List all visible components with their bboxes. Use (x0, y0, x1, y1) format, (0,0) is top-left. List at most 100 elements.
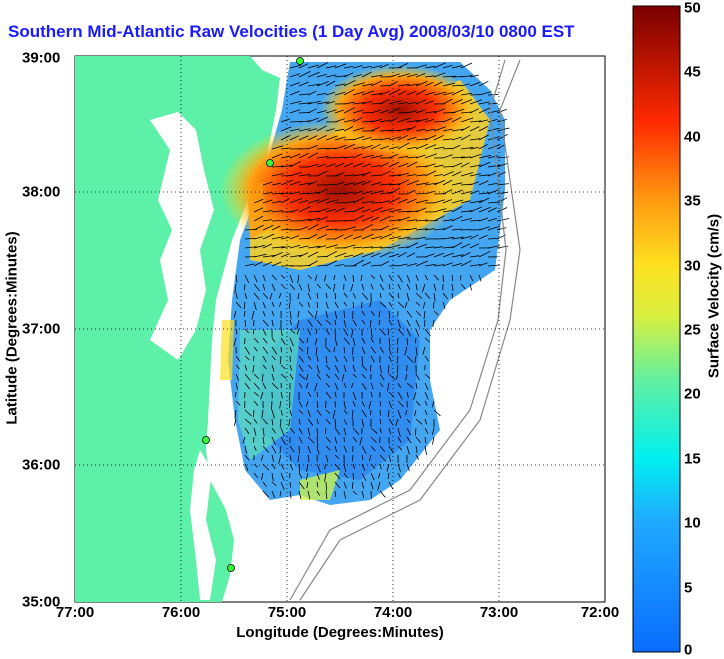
velocity-arrow (316, 188, 329, 195)
velocity-arrow (343, 234, 353, 240)
velocity-arrow (361, 246, 373, 249)
velocity-arrow (307, 391, 312, 398)
velocity-arrow (280, 126, 292, 132)
velocity-arrow (307, 251, 319, 258)
velocity-arrow (442, 274, 444, 283)
velocity-arrow (271, 427, 277, 434)
velocity-arrow (370, 127, 380, 132)
velocity-arrow (424, 391, 429, 400)
velocity-arrow (244, 373, 251, 381)
velocity-arrow (396, 355, 399, 364)
velocity-arrow (305, 373, 309, 381)
velocity-arrow (370, 436, 377, 443)
velocity-arrow (487, 245, 500, 249)
velocity-arrow (361, 283, 365, 291)
velocity-arrow (406, 146, 417, 150)
velocity-arrow (451, 108, 465, 114)
velocity-arrow (316, 481, 319, 488)
velocity-arrow (325, 490, 328, 500)
velocity-arrow (289, 198, 303, 204)
velocity-arrow (307, 163, 319, 168)
velocity-arrow (352, 153, 363, 159)
velocity-arrow (379, 215, 392, 222)
velocity-arrow (307, 71, 320, 78)
velocity-arrow (325, 147, 337, 150)
colorbar-tick: 45 (684, 63, 701, 81)
velocity-arrow (388, 227, 399, 231)
velocity-arrow (361, 66, 372, 69)
velocity-arrow (379, 162, 389, 168)
velocity-arrow (234, 391, 237, 398)
velocity-arrow (298, 128, 311, 132)
velocity-arrow (379, 292, 382, 299)
velocity-arrow (234, 409, 237, 419)
velocity-arrow (424, 91, 436, 96)
velocity-arrow (262, 328, 267, 336)
velocity-arrow (352, 391, 357, 400)
velocity-arrow (424, 119, 435, 123)
velocity-arrow (269, 292, 273, 300)
velocity-arrow (296, 319, 300, 329)
velocity-arrow (352, 259, 364, 267)
velocity-arrow (316, 62, 329, 69)
velocity-arrow (487, 225, 500, 231)
velocity-arrow (406, 136, 417, 141)
velocity-arrow (361, 137, 372, 141)
velocity-arrow (325, 364, 331, 371)
velocity-arrow (332, 409, 336, 419)
velocity-arrow (343, 427, 347, 436)
velocity-arrow (415, 64, 427, 69)
velocity-arrow (244, 364, 248, 371)
velocity-arrow (289, 181, 301, 186)
velocity-arrow (271, 481, 277, 487)
velocity-arrow (298, 409, 304, 415)
velocity-arrow (316, 355, 319, 362)
velocity-arrow (469, 147, 479, 150)
velocity-arrow (361, 310, 365, 316)
velocity-arrow (280, 253, 290, 258)
velocity-arrow (325, 373, 331, 379)
velocity-arrow (316, 490, 320, 496)
velocity-arrow (352, 427, 360, 435)
velocity-arrow (406, 310, 413, 318)
velocity-arrow (379, 400, 382, 407)
velocity-arrow (334, 382, 339, 391)
velocity-arrow (388, 81, 398, 87)
velocity-arrow (343, 219, 354, 222)
velocity-arrow (370, 328, 373, 338)
velocity-arrow (469, 108, 479, 114)
velocity-arrow (343, 445, 348, 453)
velocity-arrow (271, 490, 276, 498)
velocity-arrow (361, 112, 372, 114)
velocity-arrow (253, 382, 260, 390)
velocity-arrow (352, 274, 354, 283)
velocity-arrow (334, 472, 341, 480)
velocity-arrow (433, 108, 445, 114)
velocity-arrow (433, 208, 447, 213)
velocity-arrow (442, 82, 456, 87)
velocity-arrow (388, 319, 392, 326)
velocity-arrow (325, 382, 331, 388)
velocity-arrow (325, 91, 336, 96)
velocity-arrow (406, 198, 417, 204)
velocity-arrow (351, 328, 354, 338)
velocity-arrow (415, 292, 422, 299)
velocity-arrow (289, 373, 294, 380)
velocity-arrow (415, 154, 426, 159)
velocity-arrow (316, 170, 328, 177)
velocity-arrow (307, 180, 318, 186)
velocity-arrow (397, 251, 407, 258)
velocity-arrow (370, 246, 383, 249)
velocity-arrow (307, 445, 311, 454)
velocity-arrow (487, 207, 497, 213)
velocity-arrow (487, 94, 499, 96)
velocity-arrow (253, 283, 260, 292)
colorbar-tick: 15 (684, 450, 701, 468)
velocity-arrow (289, 244, 301, 249)
velocity-arrow (442, 171, 454, 177)
velocity-arrow (271, 145, 284, 150)
velocity-arrow (316, 418, 319, 425)
velocity-arrow (244, 328, 249, 334)
velocity-arrow (424, 190, 435, 195)
velocity-arrow (289, 135, 299, 141)
